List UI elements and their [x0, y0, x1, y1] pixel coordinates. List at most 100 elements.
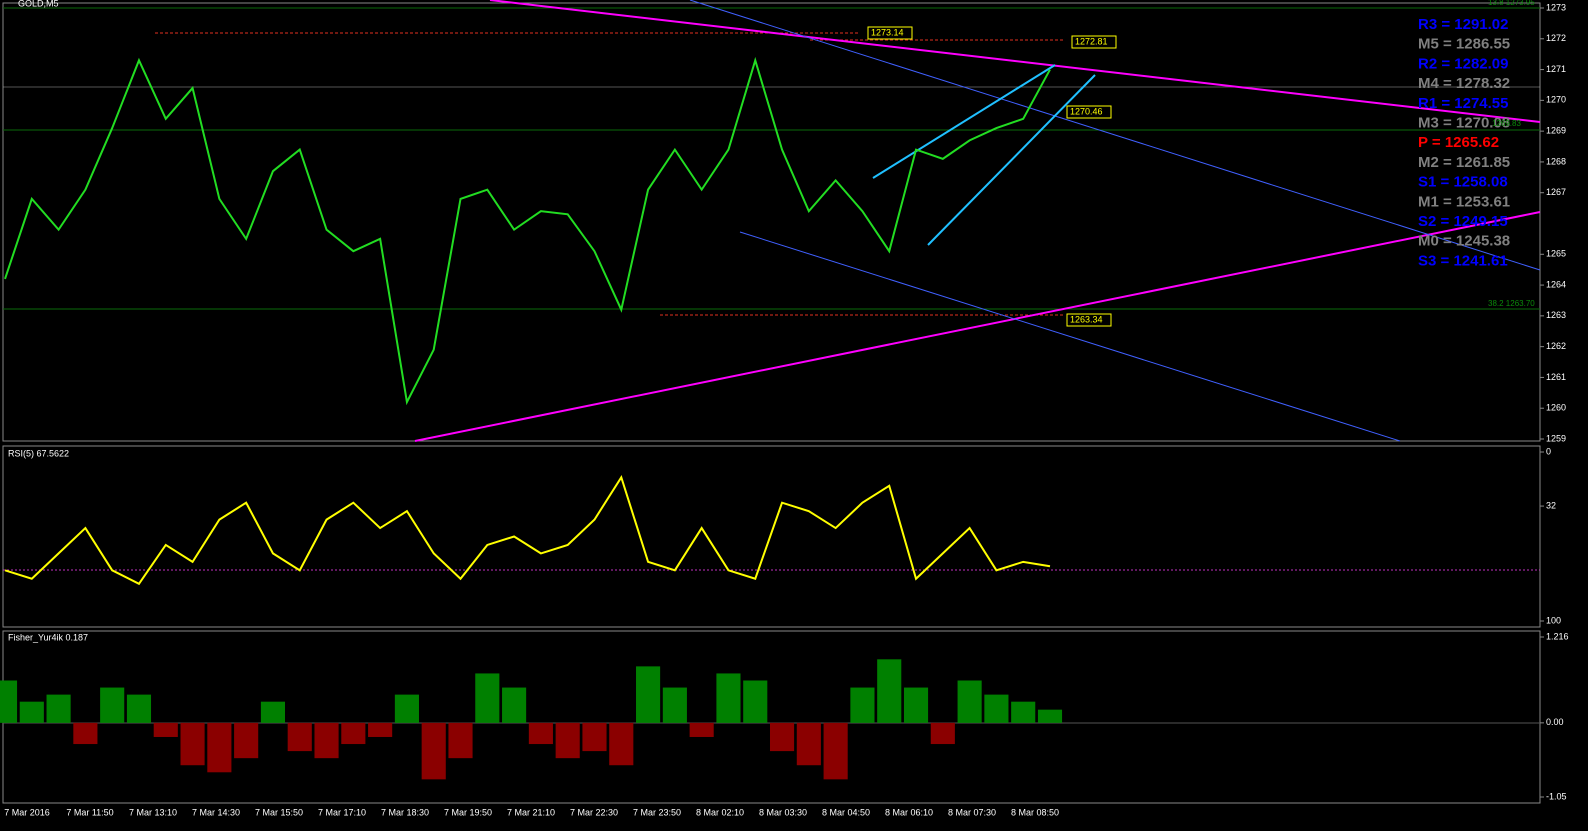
x-tick-label: 7 Mar 22:30 [570, 807, 618, 817]
histogram-bar [153, 722, 178, 737]
level-box [1066, 313, 1112, 327]
histogram-bar [421, 722, 446, 780]
histogram-bar [100, 687, 125, 723]
pivot-label: S1 = 1258.08 [1418, 174, 1508, 191]
histogram-bar [1037, 709, 1063, 723]
histogram-bar [19, 701, 44, 723]
level-label: 1270.46 [1070, 106, 1103, 116]
histogram-bar [314, 722, 339, 759]
y-tick-label: 1259 [1546, 433, 1566, 443]
y-tick-label: 0 [1546, 446, 1551, 456]
panel-title: RSI(5) 67.5622 [8, 448, 69, 458]
histogram-bar [0, 680, 18, 723]
x-tick-label: 8 Mar 07:30 [948, 807, 996, 817]
histogram-bar [850, 687, 875, 723]
histogram-bar [180, 722, 205, 766]
pivot-label: S2 = 1249.15 [1418, 213, 1508, 230]
x-tick-label: 7 Mar 18:30 [381, 807, 429, 817]
histogram-bar [823, 722, 848, 780]
x-tick-label: 7 Mar 14:30 [192, 807, 240, 817]
x-tick-label: 7 Mar 15:50 [255, 807, 303, 817]
y-tick-label: 1271 [1546, 64, 1566, 74]
histogram-bar [46, 694, 71, 723]
y-tick-label: 1260 [1546, 403, 1566, 413]
y-tick-label: 1267 [1546, 187, 1566, 197]
x-tick-label: 7 Mar 11:50 [66, 807, 113, 817]
pivot-label: R2 = 1282.09 [1418, 55, 1509, 72]
x-tick-label: 7 Mar 23:50 [633, 807, 681, 817]
y-tick-label: 1262 [1546, 341, 1566, 351]
histogram-bar [126, 694, 152, 723]
level-box [1071, 35, 1117, 49]
histogram-bar [207, 722, 232, 773]
histogram-bar [957, 680, 982, 723]
histogram-bar [448, 722, 473, 759]
pivot-label: M4 = 1278.32 [1418, 75, 1510, 92]
x-tick-label: 8 Mar 04:50 [822, 807, 870, 817]
histogram-bar [234, 722, 259, 759]
histogram-bar [1011, 701, 1036, 723]
histogram-bar [528, 722, 553, 745]
x-tick-label: 8 Mar 03:30 [759, 807, 807, 817]
histogram-bar [796, 722, 821, 766]
symbol: GOLD,M5 [18, 0, 59, 8]
channel-line [689, 0, 1541, 271]
pivot-label: P = 1265.62 [1418, 134, 1499, 151]
trend-line [489, 0, 1541, 123]
pivot-label: M0 = 1245.38 [1418, 233, 1510, 250]
pivot-label: M3 = 1270.08 [1418, 114, 1510, 131]
pivot-label: S3 = 1241.61 [1418, 252, 1508, 269]
y-tick-label: 1272 [1546, 33, 1566, 43]
histogram-bar [287, 722, 312, 752]
y-tick-label: 1265 [1546, 249, 1566, 259]
histogram-bar [984, 694, 1009, 723]
histogram-bar [743, 680, 768, 723]
fib-label: 38.2 1263.70 [1488, 299, 1535, 308]
y-tick-label: 1261 [1546, 372, 1566, 382]
x-tick-label: 7 Mar 21:10 [507, 807, 555, 817]
y-tick-label: 0.00 [1546, 717, 1564, 727]
trend-line [414, 211, 1541, 442]
x-tick-label: 7 Mar 13:10 [129, 807, 177, 817]
histogram-bar [260, 701, 286, 723]
pivot-label: M5 = 1286.55 [1418, 36, 1510, 53]
x-tick-label: 8 Mar 06:10 [885, 807, 933, 817]
level-label: 1273.14 [871, 27, 904, 37]
y-tick-label: 1.216 [1546, 631, 1569, 641]
histogram-bar [502, 687, 527, 723]
y-tick-label: 100 [1546, 615, 1561, 625]
histogram-bar [582, 722, 607, 752]
histogram-bar [903, 687, 929, 723]
y-tick-label: 1263 [1546, 310, 1566, 320]
histogram-bar [662, 687, 687, 723]
x-tick-label: 8 Mar 08:50 [1011, 807, 1059, 817]
histogram-bar [716, 673, 741, 723]
level-box [867, 26, 913, 40]
panel-title: Fisher_Yur4ik 0.187 [8, 632, 88, 642]
y-tick-label: 1273 [1546, 2, 1566, 12]
histogram-bar [368, 722, 393, 737]
main-panel [2, 2, 1541, 442]
y-tick-label: -1.05 [1546, 791, 1567, 801]
wedge-line [927, 74, 1096, 246]
histogram-bar [769, 722, 795, 752]
wedge-line [872, 64, 1056, 179]
histogram-bar [394, 694, 419, 723]
level-box [1066, 105, 1112, 119]
histogram-bar [689, 722, 714, 737]
fib-label: 13.8 1273.95 [1488, 0, 1535, 7]
y-tick-label: 1268 [1546, 156, 1566, 166]
level-label: 1263.34 [1070, 314, 1103, 324]
y-tick-label: 1270 [1546, 95, 1566, 105]
histogram-bar [475, 673, 500, 723]
pivot-label: M1 = 1253.61 [1418, 193, 1510, 210]
histogram-bar [555, 722, 580, 759]
x-tick-label: 7 Mar 17:10 [318, 807, 366, 817]
level-label: 1272.81 [1075, 36, 1108, 46]
pivot-label: R1 = 1274.55 [1418, 95, 1509, 112]
x-tick-label: 7 Mar 2016 [4, 807, 50, 817]
y-tick-label: 32 [1546, 500, 1556, 510]
series-line [4, 475, 1051, 586]
fib-label: 1269.83 [1492, 119, 1521, 128]
